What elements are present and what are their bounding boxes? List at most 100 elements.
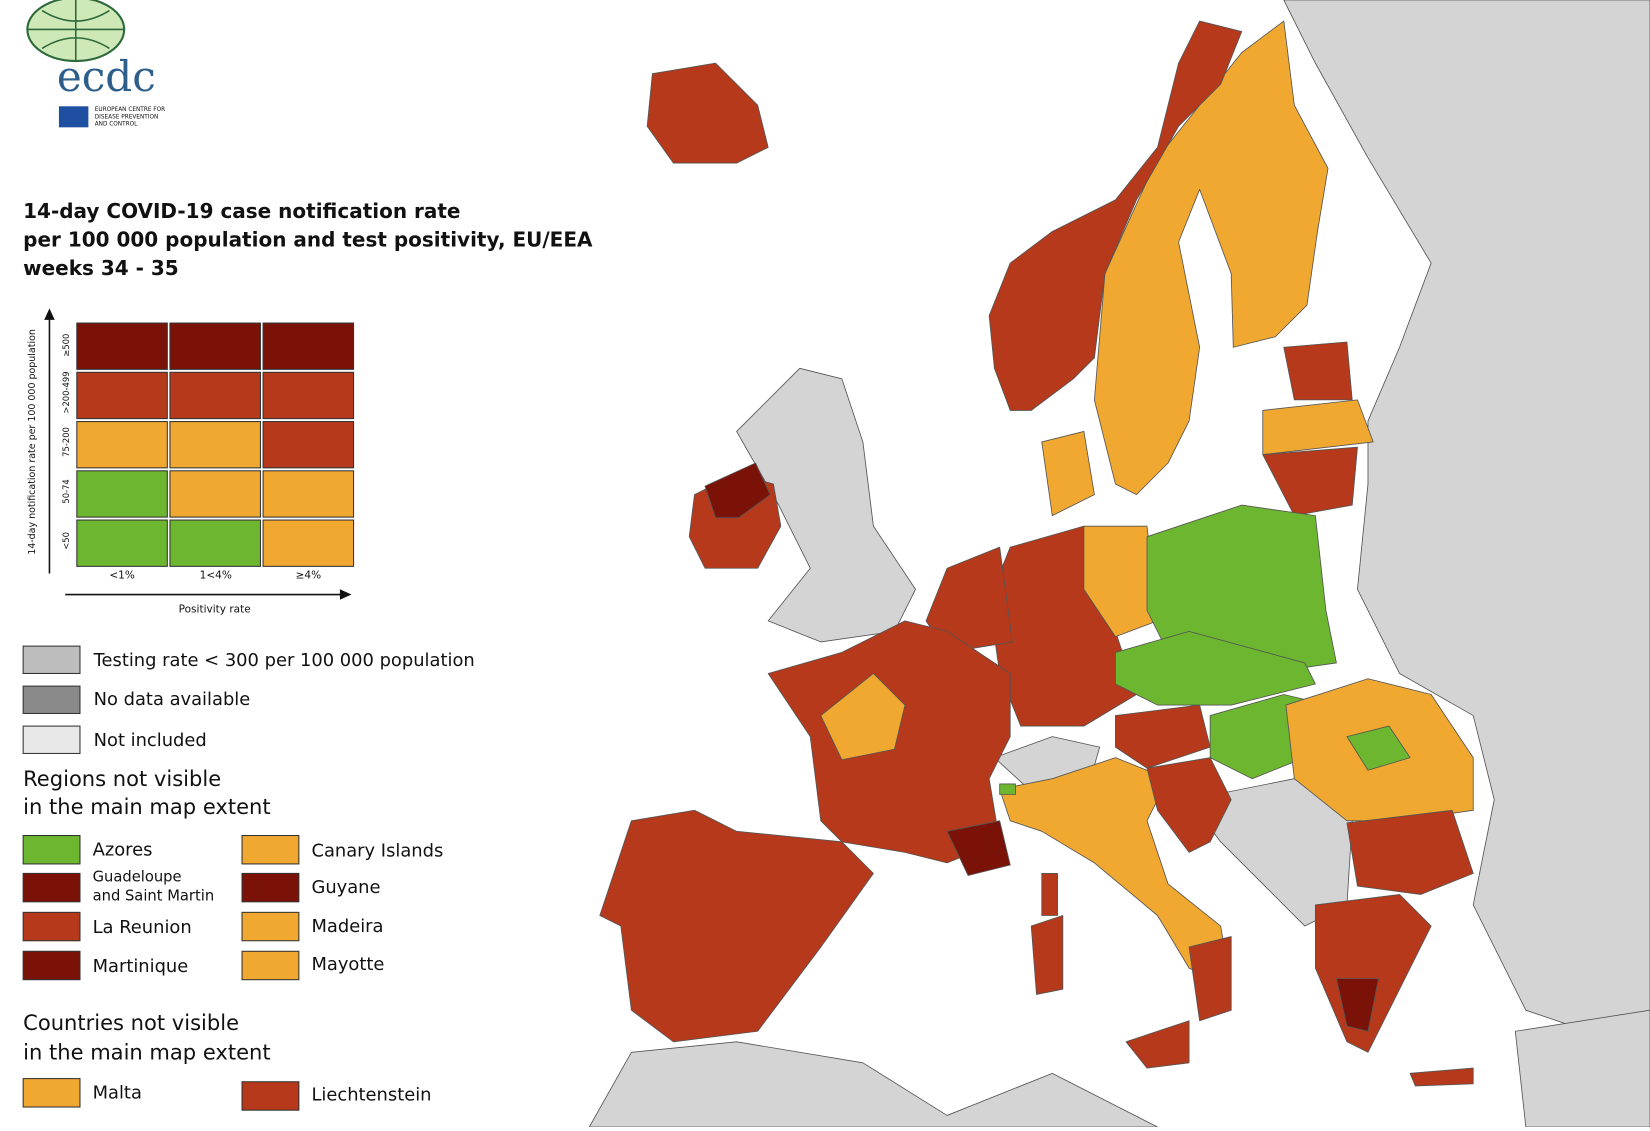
country-region <box>1041 872 1058 916</box>
region-label: Guadeloupe <box>93 869 182 886</box>
matrix-cell <box>169 421 261 469</box>
column-label: ≥4% <box>296 570 322 582</box>
logo-name: AND CONTROL <box>95 122 138 128</box>
region-label: and Saint Martin <box>93 888 215 905</box>
country-region <box>1115 630 1316 706</box>
country-region <box>1336 978 1379 1032</box>
region-label: La Reunion <box>93 917 192 938</box>
region-swatch <box>22 950 81 981</box>
country-region <box>820 673 906 761</box>
arrow-head <box>44 308 55 320</box>
country-region <box>999 783 1016 795</box>
matrix-cell <box>76 470 168 518</box>
region-label: Mayotte <box>311 954 384 975</box>
row-label: 50-74 <box>61 479 71 503</box>
matrix-cell <box>262 322 355 370</box>
legend-label: Testing rate < 300 per 100 000 populatio… <box>93 650 475 671</box>
title: per 100 000 population and test positivi… <box>23 227 593 251</box>
column-label: <1% <box>109 570 135 582</box>
eu-flag <box>58 106 89 128</box>
country-region <box>1188 936 1232 1022</box>
section-heading: in the main map extent <box>23 794 270 819</box>
country-region <box>1146 504 1337 674</box>
region-swatch <box>22 872 81 903</box>
matrix-cells <box>76 322 355 567</box>
country-region <box>925 546 1013 653</box>
matrix-cell <box>76 519 168 567</box>
region-swatch <box>22 835 81 865</box>
map-content: ecdc EUROPEAN CENTRE FOR DISEASE PREVENT… <box>22 0 1650 1128</box>
matrix-cell <box>262 519 355 567</box>
title: 14-day COVID-19 case notification rate <box>23 199 460 223</box>
country-swatch <box>241 1081 300 1111</box>
region-label: Martinique <box>93 956 189 977</box>
country-region <box>599 809 874 1043</box>
country-label: Liechtenstein <box>311 1084 431 1105</box>
country-swatch <box>22 1078 81 1108</box>
region-swatch <box>241 872 300 903</box>
legend-swatch <box>22 645 81 674</box>
region-label: Guyane <box>311 877 380 898</box>
country-region <box>1262 399 1374 456</box>
section-heading: in the main map extent <box>23 1039 270 1064</box>
row-label: <50 <box>61 532 71 550</box>
region-swatch <box>241 911 300 942</box>
region-label: Azores <box>93 839 153 860</box>
matrix-cell <box>169 470 261 518</box>
country-region <box>1346 809 1474 895</box>
matrix-cell <box>262 371 355 420</box>
row-label: >200-499 <box>61 371 71 413</box>
x-axis-label: Positivity rate <box>179 603 251 615</box>
logo: ecdc EUROPEAN CENTRE FOR DISEASE PREVENT… <box>26 0 165 128</box>
matrix-cell <box>76 371 168 420</box>
country-region <box>1262 446 1358 517</box>
legend-matrix: 14-day notification rate per 100 000 pop… <box>27 308 355 615</box>
matrix-cell <box>262 421 355 469</box>
row-label: 75-200 <box>61 427 71 457</box>
section-heading: Countries not visible <box>23 1010 239 1035</box>
region-swatch <box>241 950 300 981</box>
matrix-cell <box>76 322 168 370</box>
country-region <box>1125 1020 1190 1069</box>
country-region <box>1083 525 1158 638</box>
country-region <box>1093 20 1329 496</box>
country-region <box>946 820 1011 876</box>
row-label: ≥500 <box>61 334 71 357</box>
region-label: Madeira <box>311 916 383 937</box>
logo-name: EUROPEAN CENTRE FOR <box>95 107 165 113</box>
matrix-cell <box>76 421 168 469</box>
logo-grid <box>27 0 125 62</box>
matrix-cell <box>169 519 261 567</box>
country-region <box>646 62 769 164</box>
title: weeks 34 - 35 <box>23 256 179 280</box>
country-region <box>588 1041 1158 1128</box>
country-region <box>988 20 1243 411</box>
y-axis-label: 14-day notification rate per 100 000 pop… <box>27 329 38 555</box>
arrow-head <box>339 589 352 600</box>
map-area <box>588 0 1650 1128</box>
section-heading: Regions not visible <box>23 766 221 791</box>
country-region <box>1283 341 1353 401</box>
country-region <box>1115 704 1211 769</box>
country-region <box>1030 915 1064 995</box>
region-label: Canary Islands <box>311 840 443 861</box>
matrix-cell <box>169 322 261 370</box>
country-region <box>736 367 916 643</box>
matrix-cell <box>169 371 261 420</box>
region-swatch <box>241 835 300 865</box>
legend-swatch <box>22 725 81 754</box>
logo-name: DISEASE PREVENTION <box>95 114 159 120</box>
legend-swatch <box>22 685 81 714</box>
country-region <box>704 462 771 519</box>
legend-label: Not included <box>94 730 207 751</box>
country-region <box>1346 725 1411 771</box>
column-label: 1<4% <box>200 570 232 582</box>
legend-label: No data available <box>94 689 251 710</box>
logo-acronym: ecdc <box>57 52 156 101</box>
region-swatch <box>22 911 81 942</box>
country-region <box>1409 1067 1474 1087</box>
matrix-cell <box>262 470 355 518</box>
country-region <box>1514 1009 1650 1128</box>
